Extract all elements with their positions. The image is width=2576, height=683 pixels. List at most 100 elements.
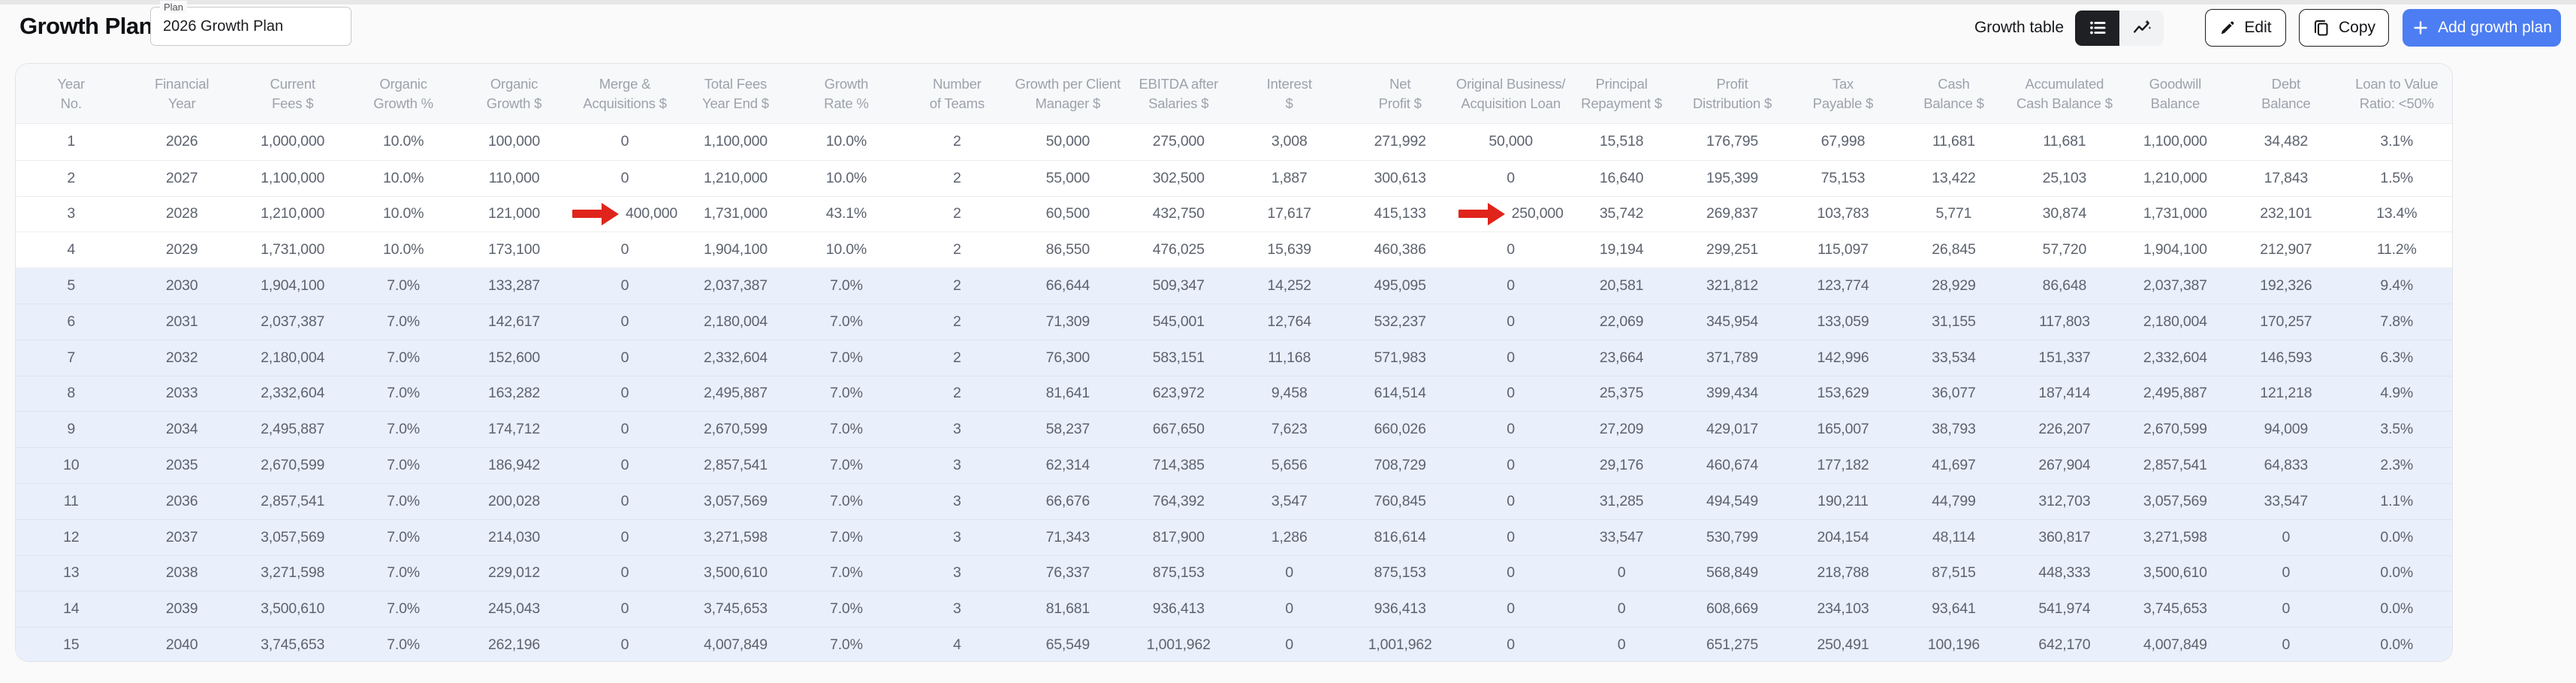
cell-value: 1,100,000 bbox=[703, 133, 768, 150]
cell-8-ebitda_after_salaries: 623,972 bbox=[1124, 376, 1234, 412]
cell-value: 494,549 bbox=[1706, 492, 1759, 509]
cell-value: 2,180,004 bbox=[261, 349, 325, 366]
cell-9-number_of_teams: 3 bbox=[902, 412, 1012, 447]
cell-8-loan_to_value_ratio: 4.9% bbox=[2342, 376, 2452, 412]
cell-4-organic_growth_amt: 173,100 bbox=[459, 232, 569, 267]
cell-8-growth_per_client_manager: 81,641 bbox=[1012, 376, 1123, 412]
cell-8-original_business_acquisition_loan: 0 bbox=[1455, 376, 1566, 412]
cell-1-principal_repayment: 15,518 bbox=[1566, 124, 1676, 160]
sparkle-chart-icon bbox=[2132, 18, 2152, 38]
cell-2-goodwill_balance: 1,210,000 bbox=[2120, 161, 2231, 196]
cell-2-cash_balance: 13,422 bbox=[1899, 161, 2009, 196]
table-view-button[interactable] bbox=[2075, 10, 2119, 46]
cell-3-debt_balance: 232,101 bbox=[2231, 197, 2341, 232]
cell-value: 100,196 bbox=[1927, 636, 1980, 654]
plan-field[interactable]: Plan 2026 Growth Plan bbox=[150, 1, 351, 46]
cell-11-accumulated_cash_balance: 312,703 bbox=[2009, 484, 2119, 519]
cell-10-loan_to_value_ratio: 2.3% bbox=[2342, 448, 2452, 483]
table-row-6: 6 2031 2,037,387 7.0% 142,617 0 2,180,004 7.0% 2… bbox=[16, 303, 2452, 340]
cell-15-merge_acquisitions: 0 bbox=[569, 627, 680, 661]
column-header-accumulated_cash_balance: Accumulated Cash Balance $ bbox=[2016, 75, 2113, 111]
cell-value: 3 bbox=[953, 492, 961, 509]
cell-value: 36,077 bbox=[1932, 385, 1976, 402]
cell-value: 58,237 bbox=[1045, 421, 1090, 438]
cell-7-current_fees: 2,180,004 bbox=[237, 340, 348, 376]
column-header-number_of_teams: Number of Teams bbox=[929, 75, 985, 111]
edit-label: Edit bbox=[2244, 19, 2272, 36]
cell-4-principal_repayment: 19,194 bbox=[1566, 232, 1676, 267]
cell-value: 269,837 bbox=[1706, 205, 1759, 222]
cell-6-net_profit: 532,237 bbox=[1344, 304, 1455, 340]
cell-5-debt_balance: 192,326 bbox=[2231, 268, 2341, 304]
cell-value: 66,644 bbox=[1045, 277, 1090, 295]
cell-value: 1,731,000 bbox=[261, 241, 325, 258]
cell-value: 27,209 bbox=[1599, 421, 1644, 438]
cell-3-growth_rate_pct: 43.1% bbox=[791, 197, 901, 232]
cell-5-tax_payable: 123,774 bbox=[1787, 268, 1898, 304]
cell-7-organic_growth_pct: 7.0% bbox=[348, 340, 458, 376]
copy-button[interactable]: Copy bbox=[2299, 9, 2389, 47]
cell-6-growth_rate_pct: 7.0% bbox=[791, 304, 901, 340]
cell-value: 764,392 bbox=[1152, 492, 1205, 509]
cell-value: 660,026 bbox=[1374, 421, 1426, 438]
table-row-13: 13 2038 3,271,598 7.0% 229,012 0 3,500,610 7.0%… bbox=[16, 555, 2452, 591]
cell-13-organic_growth_amt: 229,012 bbox=[459, 556, 569, 591]
cell-4-growth_rate_pct: 10.0% bbox=[791, 232, 901, 267]
cell-1-financial_year: 2026 bbox=[126, 124, 237, 160]
table-row-8: 8 2033 2,332,604 7.0% 163,282 0 2,495,887 7.0% 2… bbox=[16, 375, 2452, 412]
cell-value: 0 bbox=[1507, 241, 1515, 258]
cell-12-organic_growth_amt: 214,030 bbox=[459, 520, 569, 555]
cell-value: 250,491 bbox=[1817, 636, 1869, 654]
cell-3-current_fees: 1,210,000 bbox=[237, 197, 348, 232]
cell-value: 7.0% bbox=[387, 564, 420, 582]
cell-value: 642,170 bbox=[2038, 636, 2091, 654]
cell-value: 11,681 bbox=[2043, 133, 2086, 150]
cell-value: 165,007 bbox=[1817, 421, 1869, 438]
cell-1-current_fees: 1,000,000 bbox=[237, 124, 348, 160]
pencil-icon bbox=[2219, 20, 2236, 36]
cell-value: 57,720 bbox=[2042, 241, 2087, 258]
cell-value: 2,670,599 bbox=[261, 457, 325, 474]
cell-value: 7.0% bbox=[830, 313, 863, 330]
cell-12-growth_rate_pct: 7.0% bbox=[791, 520, 901, 555]
cell-10-current_fees: 2,670,599 bbox=[237, 448, 348, 483]
list-icon bbox=[2088, 18, 2107, 38]
chart-view-button[interactable] bbox=[2119, 10, 2164, 46]
cell-5-cash_balance: 28,929 bbox=[1899, 268, 2009, 304]
cell-14-debt_balance: 0 bbox=[2231, 591, 2341, 627]
cell-value: 229,012 bbox=[487, 564, 541, 582]
cell-14-organic_growth_amt: 245,043 bbox=[459, 591, 569, 627]
cell-5-accumulated_cash_balance: 86,648 bbox=[2009, 268, 2119, 304]
cell-4-number_of_teams: 2 bbox=[902, 232, 1012, 267]
cell-value: 0 bbox=[620, 421, 629, 438]
cell-3-organic_growth_amt: 121,000 bbox=[459, 197, 569, 232]
cell-value: 345,954 bbox=[1706, 313, 1759, 330]
cell-10-goodwill_balance: 2,857,541 bbox=[2120, 448, 2231, 483]
cell-3-financial_year: 2028 bbox=[126, 197, 237, 232]
cell-value: 25,103 bbox=[2042, 169, 2087, 186]
cell-value: 29,176 bbox=[1599, 457, 1644, 474]
cell-value: 714,385 bbox=[1152, 457, 1205, 474]
cell-value: 0 bbox=[620, 169, 629, 186]
cell-11-original_business_acquisition_loan: 0 bbox=[1455, 484, 1566, 519]
cell-2-loan_to_value_ratio: 1.5% bbox=[2342, 161, 2452, 196]
cell-value: 115,097 bbox=[1817, 241, 1869, 258]
cell-value: 651,275 bbox=[1706, 636, 1759, 654]
cell-value: 7.0% bbox=[830, 385, 863, 402]
add-growth-plan-button[interactable]: Add growth plan bbox=[2403, 9, 2561, 47]
cell-8-organic_growth_pct: 7.0% bbox=[348, 376, 458, 412]
cell-value: 71,343 bbox=[1045, 528, 1090, 545]
cell-value: 14,252 bbox=[1267, 277, 1311, 295]
cell-10-total_fees_year_end: 2,857,541 bbox=[680, 448, 791, 483]
growth-table-label: Growth table bbox=[1974, 19, 2064, 36]
cell-value: 2,670,599 bbox=[703, 421, 768, 438]
cell-value: 2037 bbox=[165, 528, 198, 545]
cell-value: 302,500 bbox=[1152, 169, 1205, 186]
edit-button[interactable]: Edit bbox=[2205, 9, 2286, 47]
cell-value: 0 bbox=[2282, 564, 2291, 582]
cell-value: 321,812 bbox=[1706, 277, 1759, 295]
cell-value: 10.0% bbox=[825, 133, 867, 150]
cell-15-profit_distribution: 651,275 bbox=[1677, 627, 1787, 661]
cell-5-loan_to_value_ratio: 9.4% bbox=[2342, 268, 2452, 304]
cell-value: 0 bbox=[1507, 636, 1515, 654]
